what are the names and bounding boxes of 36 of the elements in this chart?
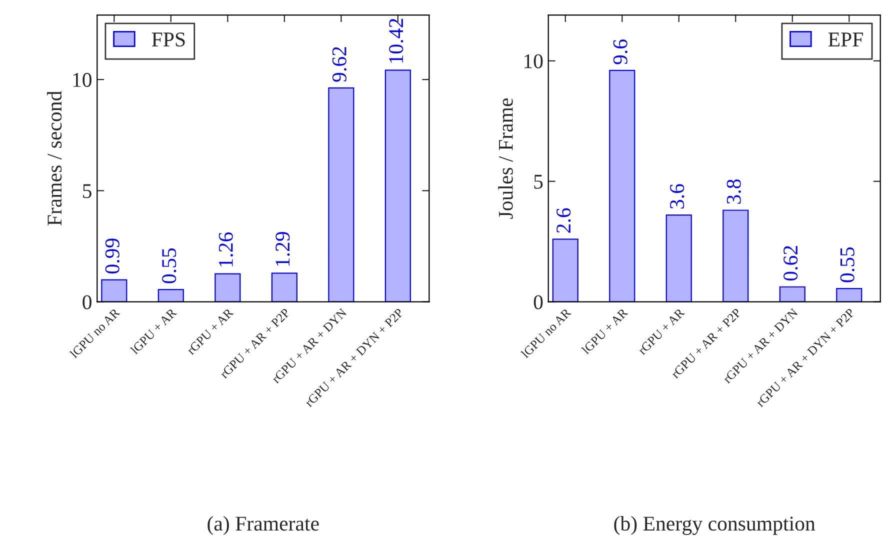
y-tick-label: 10 <box>73 72 92 87</box>
data-label: 0.55 <box>840 247 854 282</box>
data-label: 0.55 <box>162 248 176 284</box>
y-tick-label: 5 <box>83 184 92 198</box>
bar <box>779 286 806 302</box>
bar <box>271 272 298 302</box>
data-label: 0.62 <box>784 246 798 281</box>
bar <box>214 273 241 302</box>
data-label: 2.6 <box>556 208 571 233</box>
bar <box>666 214 692 302</box>
data-label: 0.99 <box>105 238 120 274</box>
data-label: 9.62 <box>332 47 346 82</box>
y-tick-label: 5 <box>534 174 543 189</box>
bar <box>722 210 749 302</box>
data-label: 3.8 <box>726 179 741 204</box>
text: (a) Framerate <box>208 516 319 535</box>
legend-label: FPS <box>152 32 185 47</box>
y-tick-label: 10 <box>524 54 543 68</box>
bar <box>384 70 411 302</box>
bar <box>101 279 128 302</box>
legend-label: EPF <box>828 32 863 46</box>
data-label: 3.6 <box>670 184 684 209</box>
data-label: 9.6 <box>613 40 628 64</box>
y-tick-label: 0 <box>534 295 543 310</box>
data-label: 1.26 <box>218 232 233 266</box>
bar <box>552 238 578 302</box>
bar <box>609 70 636 302</box>
y-axis-title: Frames / second <box>46 91 62 226</box>
data-label: 10.42 <box>389 18 404 63</box>
bar <box>158 289 184 302</box>
text: (b) Energy consumption <box>614 516 816 535</box>
data-label: 1.29 <box>276 232 290 266</box>
y-tick-label: 0 <box>82 295 92 310</box>
bar <box>328 87 354 302</box>
y-axis-title: Joules / Frame <box>498 98 513 219</box>
bar <box>836 288 862 302</box>
